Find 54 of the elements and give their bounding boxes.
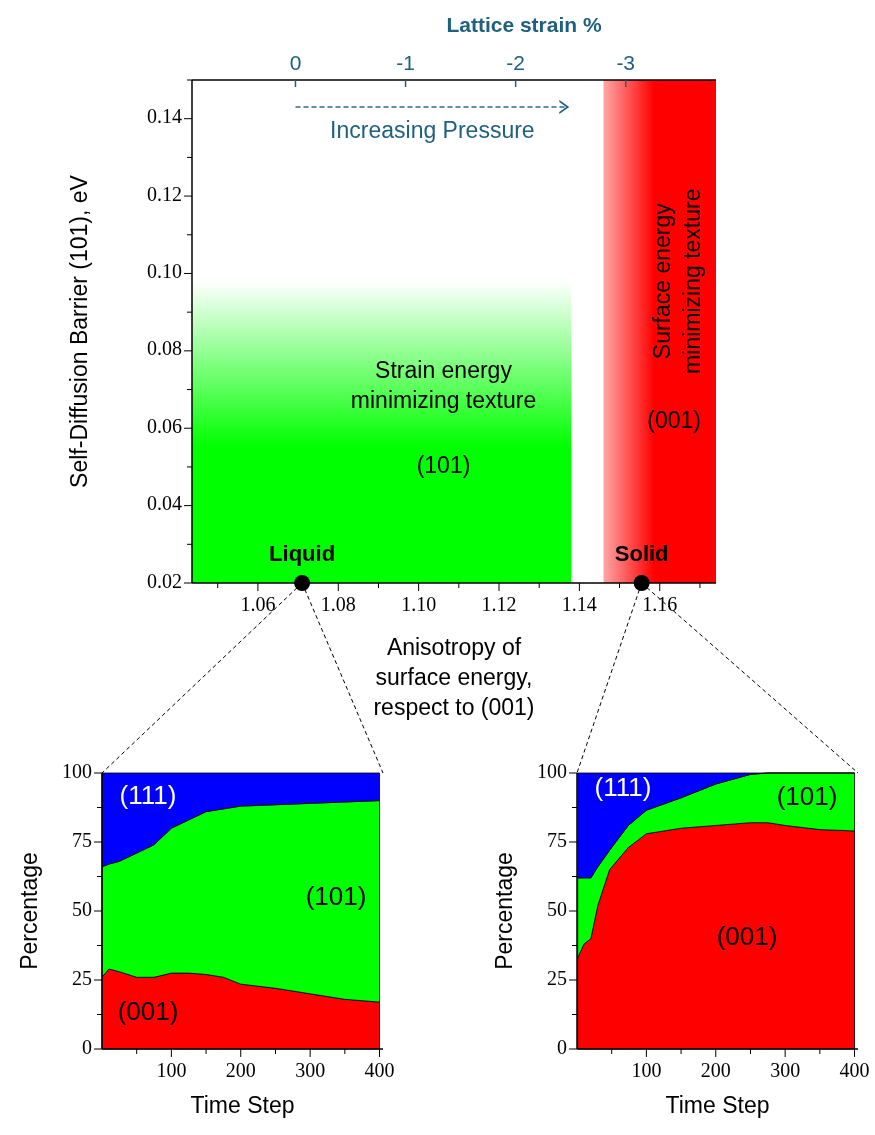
y-tick-label: 0.14 xyxy=(147,105,182,128)
x-tick-label: 1.14 xyxy=(561,593,597,615)
annotation: Liquid xyxy=(269,540,336,566)
y-tick-label: 0.10 xyxy=(147,260,182,283)
y-tick-label: 0.04 xyxy=(147,492,182,515)
x2-tick-label: -3 xyxy=(616,51,636,74)
x-tick-label: 1.10 xyxy=(401,593,437,615)
y-tick-label: 25 xyxy=(547,966,567,989)
x2-tick-label: 0 xyxy=(289,51,302,74)
x-tick-label: 400 xyxy=(839,1059,870,1081)
annotation: (101) xyxy=(416,452,471,479)
series-label: (001) xyxy=(716,920,778,951)
y-tick-label: 0.12 xyxy=(147,182,182,205)
x-tick-label: 200 xyxy=(700,1059,731,1081)
x-tick-label: 300 xyxy=(770,1059,801,1081)
y-tick-label: 100 xyxy=(537,759,567,782)
y-axis-title: Percentage xyxy=(16,852,42,970)
y-tick-label: 0.02 xyxy=(147,569,182,592)
y-tick-label: 75 xyxy=(72,828,92,851)
x-tick-label: 1.16 xyxy=(642,593,678,615)
x-tick-label: 100 xyxy=(631,1059,662,1081)
x-tick-label: 200 xyxy=(225,1059,256,1081)
x2-tick-label: -1 xyxy=(396,51,415,74)
y-tick-label: 0 xyxy=(82,1035,92,1058)
x-axis-title: Time Step xyxy=(190,1092,295,1119)
annotation: Surface energy minimizing texture xyxy=(649,188,706,374)
x-axis-title: Time Step xyxy=(665,1092,770,1119)
y-tick-label: 0.08 xyxy=(147,337,182,360)
x-tick-label: 400 xyxy=(364,1059,395,1081)
y-tick-label: 100 xyxy=(62,759,92,782)
x-axis-title: Anisotropy of surface energy, respect to (001) xyxy=(373,634,535,721)
y-tick-label: 50 xyxy=(547,897,567,920)
x2-axis-title: Lattice strain % xyxy=(446,13,602,36)
x-tick-label: 1.06 xyxy=(240,593,276,615)
y-tick-label: 50 xyxy=(72,897,92,920)
series-label: (111) xyxy=(119,779,177,810)
annotation: Solid xyxy=(614,540,669,566)
y-tick-label: 0.06 xyxy=(147,414,182,437)
series-label: (111) xyxy=(594,771,652,802)
series-label: (101) xyxy=(776,780,838,811)
y-tick-label: 0 xyxy=(557,1035,567,1058)
series-label: (001) xyxy=(117,995,179,1026)
x-tick-label: 300 xyxy=(295,1059,326,1081)
y-tick-label: 25 xyxy=(72,966,92,989)
y-axis-title: Percentage xyxy=(491,852,517,970)
annotation: (001) xyxy=(647,407,701,434)
y-tick-label: 75 xyxy=(547,828,567,851)
annotation: Increasing Pressure xyxy=(330,117,535,144)
x2-tick-label: -2 xyxy=(506,51,525,74)
x-tick-label: 1.08 xyxy=(320,593,356,615)
x-tick-label: 1.12 xyxy=(481,593,517,615)
annotation: Strain energy minimizing texture xyxy=(350,356,537,413)
y-axis-title: Self-Diffusion Barrier (101), eV xyxy=(66,174,92,488)
series-label: (101) xyxy=(305,880,367,911)
